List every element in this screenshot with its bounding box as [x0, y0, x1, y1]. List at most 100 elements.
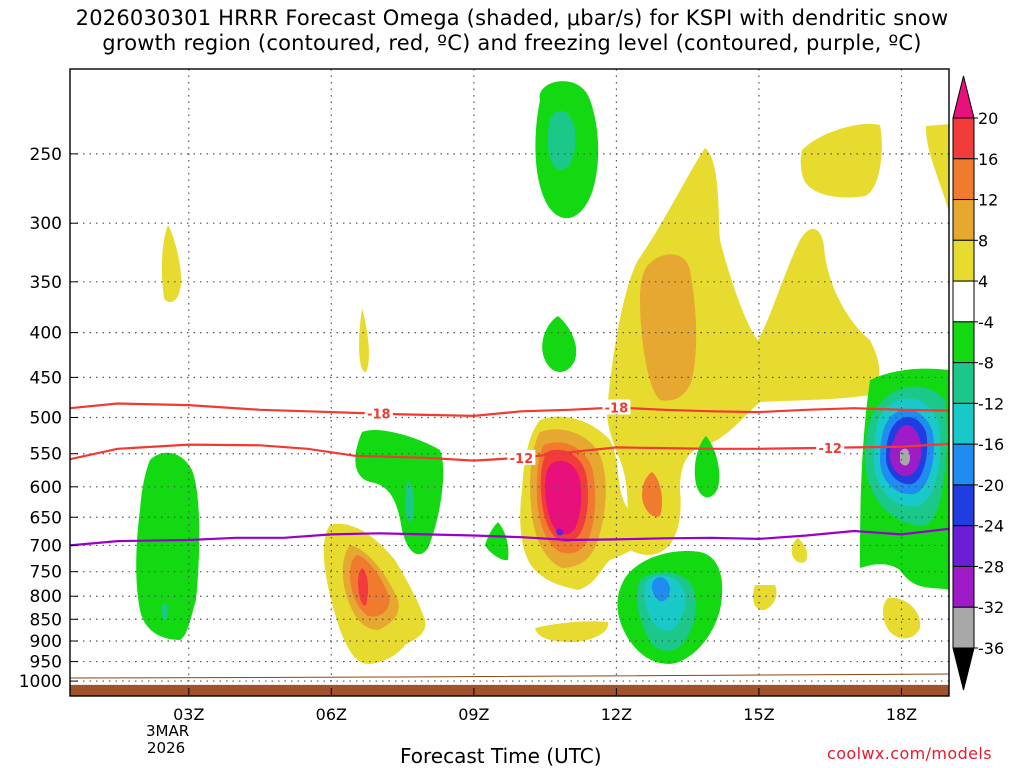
contours: -18 -18 -12 -12 [69, 399, 950, 547]
y-tick-label-500: 500 [30, 408, 62, 428]
colorbar-band-13 [952, 606, 975, 649]
omega-shading [136, 81, 949, 664]
contour-line-0 [69, 402, 950, 418]
colorbar-band-12 [952, 565, 975, 608]
ground-surface [70, 684, 949, 696]
contour-label-0-0: -18 [367, 408, 391, 423]
omega-cell-descent-11z-mid [542, 316, 577, 372]
omega-cell-ascent-07z-l3 [350, 555, 390, 617]
y-tick-label-250: 250 [30, 145, 62, 165]
colorbar-band-9 [952, 443, 975, 486]
x-tick-label-12Z: 12Z [601, 705, 632, 724]
colorbar-label-11: -28 [978, 557, 1004, 576]
ground-top-edge [69, 673, 950, 679]
colorbar-band-6 [952, 321, 975, 364]
contour-line-2 [69, 527, 950, 547]
x-tick-label-18Z: 18Z [886, 705, 917, 724]
contour-label-1-0: -12 [510, 452, 534, 467]
colorbar-band-11 [952, 525, 975, 567]
contour-line-1 [69, 442, 950, 462]
colorbar-label-0: 20 [978, 109, 998, 128]
x-tick-label-06Z: 06Z [316, 705, 347, 724]
colorbar-label-4: 4 [978, 272, 988, 291]
omega-cell-descent-14z [694, 436, 720, 498]
omega-cell-descent-08z-core [404, 480, 415, 522]
omega-cell-descent-03z-core [161, 602, 168, 621]
chart-title-line-1: 2026030301 HRRR Forecast Omega (shaded, … [75, 6, 949, 30]
contour-label-0-1: -18 [605, 401, 629, 416]
start-date-day: 3MAR [146, 722, 190, 740]
colorbar-label-9: -20 [978, 476, 1004, 495]
colorbar-label-1: 16 [978, 150, 998, 169]
y-tick-label-650: 650 [30, 508, 62, 528]
grid [70, 69, 949, 696]
omega-cell-ascent-15z [753, 585, 777, 611]
contour-label-bg-1-0 [507, 449, 536, 465]
x-axis-label: Forecast Time (UTC) [400, 744, 602, 768]
y-tick-label-750: 750 [30, 563, 62, 583]
omega-cell-descent-18z-peak [900, 448, 910, 466]
omega-cell-ascent-07z-sliver [359, 308, 369, 373]
colorbar-bottom-arrow [952, 647, 975, 691]
omega-cell-descent-0930z [485, 522, 509, 561]
colorbar-label-5: -4 [978, 313, 994, 332]
colorbar-label-7: -12 [978, 394, 1004, 413]
y-tick-label-400: 400 [30, 324, 62, 344]
contour-label-bg-1-1 [816, 439, 845, 455]
colorbar-label-13: -36 [978, 639, 1004, 658]
omega-cell-descent-13z-core [651, 577, 670, 602]
colorbar: 20 16 12 8 4 -4 -8 -12 -16 -20 -24 -28 -32 -36 [952, 75, 1004, 691]
omega-cell-descent-03z [136, 452, 200, 640]
colorbar-label-6: -8 [978, 354, 994, 373]
omega-cell-ascent-edge-aloft [925, 124, 949, 212]
colorbar-band-5 [952, 280, 975, 323]
colorbar-label-12: -32 [978, 598, 1004, 617]
colorbar-band-3 [952, 199, 975, 241]
contour-label-bg-0-1 [602, 399, 631, 415]
x-tick-label-09Z: 09Z [458, 705, 489, 724]
axes: 2503003504004505005506006507007508008509… [19, 145, 917, 724]
source-credit-link[interactable]: coolwx.com/models [827, 744, 992, 763]
colorbar-label-2: 12 [978, 191, 998, 210]
y-tick-label-850: 850 [30, 610, 62, 630]
colorbar-label-3: 8 [978, 231, 988, 250]
y-tick-label-700: 700 [30, 536, 62, 556]
omega-cell-descent-08z [355, 430, 444, 555]
y-tick-label-950: 950 [30, 653, 62, 673]
omega-cell-ascent-1030z-low [535, 621, 609, 642]
omega-cell-ascent-11z-peak [556, 528, 564, 536]
colorbar-band-7 [952, 362, 975, 404]
omega-cell-ascent-11z-core [545, 460, 582, 535]
colorbar-band-4 [952, 239, 975, 282]
omega-cell-ascent-03z-aloft [161, 225, 182, 303]
omega-cell-ascent-17z-aloft [800, 123, 882, 198]
y-tick-label-350: 350 [30, 273, 62, 293]
y-tick-label-450: 450 [30, 368, 62, 388]
colorbar-band-1 [952, 117, 975, 160]
chart-title-line-2: growth region (contoured, red, ºC) and f… [102, 31, 922, 55]
omega-plume-core [640, 254, 697, 401]
omega-cell-ascent-07z-core [358, 568, 369, 606]
contour-label-1-1: -12 [818, 442, 842, 457]
colorbar-band-8 [952, 402, 975, 445]
y-tick-label-600: 600 [30, 478, 62, 498]
x-tick-label-15Z: 15Z [743, 705, 774, 724]
y-tick-label-1000: 1000 [19, 672, 62, 692]
y-tick-label-800: 800 [30, 587, 62, 607]
plot-frame [69, 68, 950, 697]
colorbar-band-10 [952, 484, 975, 527]
y-tick-label-550: 550 [30, 445, 62, 465]
omega-cell-ascent-13z-core [642, 472, 663, 517]
omega-cell-descent-top-core [547, 110, 576, 171]
y-tick-label-900: 900 [30, 632, 62, 652]
colorbar-label-8: -16 [978, 435, 1004, 454]
x-tick-label-03Z: 03Z [173, 705, 204, 724]
omega-cell-ascent-16z [791, 538, 808, 563]
omega-cell-ascent-18z-low [882, 597, 921, 639]
y-tick-label-300: 300 [30, 214, 62, 234]
start-date-year: 2026 [147, 739, 186, 757]
contour-label-bg-0-0 [364, 405, 393, 421]
colorbar-label-10: -24 [978, 517, 1004, 536]
colorbar-top-arrow [952, 75, 975, 119]
